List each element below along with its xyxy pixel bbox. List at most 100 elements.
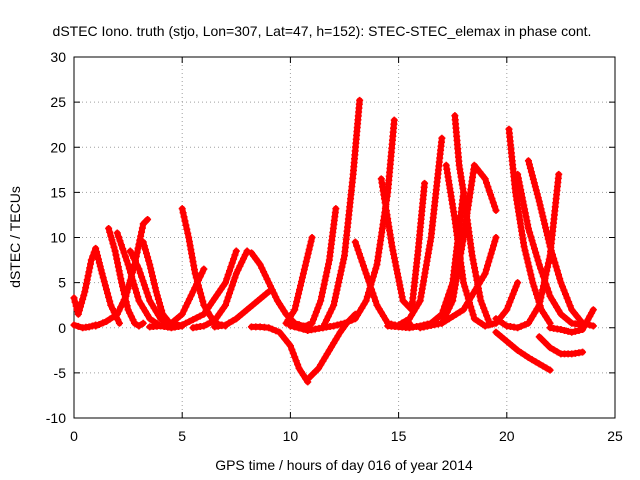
data-point xyxy=(149,276,157,284)
data-point xyxy=(135,265,143,273)
data-point xyxy=(74,322,82,330)
data-point xyxy=(107,232,115,240)
data-point xyxy=(268,286,276,294)
data-point xyxy=(86,264,94,272)
data-point xyxy=(546,344,554,352)
data-point xyxy=(182,303,190,311)
data-point xyxy=(544,259,552,267)
data-point xyxy=(414,300,422,308)
data-point xyxy=(108,236,116,244)
x-tick-label: 20 xyxy=(499,428,515,444)
data-point xyxy=(379,312,387,320)
data-point xyxy=(402,317,410,325)
data-point xyxy=(110,243,118,251)
data-point xyxy=(553,267,561,275)
data-point xyxy=(189,288,197,296)
data-point xyxy=(309,315,317,323)
data-point xyxy=(405,315,413,323)
data-point xyxy=(95,259,103,267)
data-point xyxy=(332,205,340,213)
data-point xyxy=(198,293,206,301)
data-point xyxy=(334,332,342,340)
data-point xyxy=(485,321,493,329)
data-point xyxy=(487,250,495,258)
data-point xyxy=(146,261,154,269)
data-point xyxy=(197,289,205,297)
data-point xyxy=(299,325,307,333)
data-point xyxy=(107,301,115,309)
data-point xyxy=(331,297,339,305)
data-point xyxy=(550,299,558,307)
data-point xyxy=(469,311,477,319)
y-tick-label: 5 xyxy=(58,275,66,291)
data-point xyxy=(97,266,105,274)
data-point xyxy=(96,262,104,270)
data-point xyxy=(540,278,548,286)
x-tick-label: 25 xyxy=(607,428,623,444)
data-point xyxy=(312,308,320,316)
y-tick-label: -5 xyxy=(54,365,67,381)
data-point xyxy=(322,272,330,280)
data-point xyxy=(375,305,383,313)
data-point xyxy=(542,364,550,372)
data-point xyxy=(542,224,550,232)
data-point xyxy=(258,264,266,272)
data-point xyxy=(306,242,314,250)
data-point xyxy=(231,274,239,282)
data-point xyxy=(481,175,489,183)
data-point xyxy=(579,348,587,356)
data-point xyxy=(111,247,119,255)
data-point xyxy=(536,201,544,209)
data-point xyxy=(83,276,91,284)
data-point xyxy=(196,285,204,293)
data-point xyxy=(529,175,537,183)
data-point xyxy=(139,319,147,327)
data-point xyxy=(192,274,200,282)
data-point xyxy=(522,251,530,259)
data-point xyxy=(443,308,451,316)
data-point xyxy=(124,284,132,292)
data-point xyxy=(562,290,570,298)
chart-title: dSTEC Iono. truth (stjo, Lon=307, Lat=47… xyxy=(53,23,592,39)
data-point xyxy=(520,243,528,251)
data-point xyxy=(133,261,141,269)
data-point xyxy=(144,293,152,301)
data-point xyxy=(521,351,529,359)
data-point xyxy=(149,272,157,280)
data-point xyxy=(157,303,165,311)
data-point xyxy=(330,301,338,309)
data-point xyxy=(200,322,208,330)
data-point xyxy=(78,299,86,307)
data-point xyxy=(144,215,152,223)
data-point xyxy=(489,199,497,207)
data-point xyxy=(527,316,535,324)
data-point xyxy=(226,267,234,275)
data-point xyxy=(134,244,142,252)
data-point xyxy=(483,179,491,187)
data-point xyxy=(146,297,154,305)
data-point xyxy=(295,324,303,332)
data-point xyxy=(131,319,139,327)
data-point xyxy=(551,259,559,267)
data-point xyxy=(322,316,330,324)
data-point xyxy=(193,277,201,285)
data-point xyxy=(351,238,359,246)
data-point xyxy=(138,273,146,281)
data-point xyxy=(532,249,540,257)
data-point xyxy=(363,293,371,301)
data-point xyxy=(144,253,152,261)
data-point xyxy=(589,322,597,330)
data-point xyxy=(203,320,211,328)
data-point xyxy=(113,255,121,263)
data-point xyxy=(335,278,343,286)
data-point xyxy=(537,205,545,213)
data-point xyxy=(115,307,123,315)
data-point xyxy=(535,360,543,368)
data-point xyxy=(221,279,229,287)
data-point xyxy=(332,335,340,343)
data-point xyxy=(130,281,138,289)
data-point xyxy=(527,271,535,279)
data-point xyxy=(477,297,485,305)
data-point xyxy=(537,265,545,273)
data-point xyxy=(265,279,273,287)
